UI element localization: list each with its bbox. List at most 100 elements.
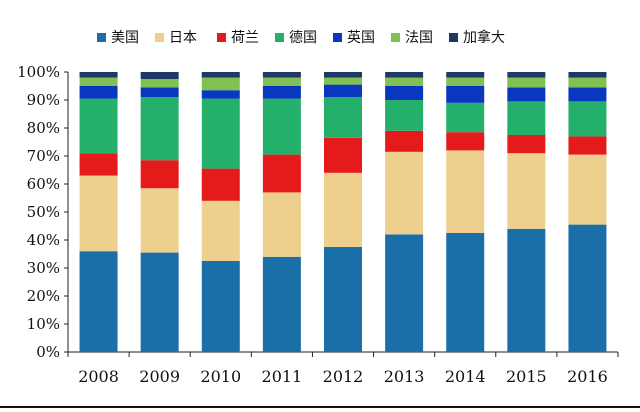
bar-segment-英国-2011 — [262, 86, 301, 99]
legend-item: 英国 — [333, 26, 375, 48]
bar-segment-加拿大-2013 — [385, 72, 424, 78]
bar-segment-日本-2008 — [79, 175, 118, 252]
bar-segment-荷兰-2010 — [201, 168, 240, 201]
bar-segment-德国-2008 — [79, 98, 118, 154]
bar-segment-法国-2009 — [140, 79, 179, 88]
bar-segment-德国-2016 — [568, 101, 607, 137]
bar-segment-德国-2011 — [262, 98, 301, 155]
bar-segment-法国-2014 — [446, 77, 485, 86]
y-tick-label: 70% — [27, 147, 60, 165]
bar-segment-德国-2012 — [324, 97, 362, 138]
legend-label: 德国 — [289, 30, 317, 46]
legend-item: 加拿大 — [449, 26, 505, 48]
legend-item: 美国 — [97, 26, 139, 48]
bar-segment-加拿大-2012 — [324, 72, 362, 78]
bar-segment-美国-2008 — [79, 251, 118, 352]
bar-segment-荷兰-2015 — [507, 135, 546, 154]
bar-segment-美国-2011 — [262, 256, 301, 352]
x-tick-label: 2010 — [200, 367, 241, 386]
y-tick-label: 40% — [27, 231, 60, 249]
x-tick-label: 2013 — [384, 367, 425, 386]
bar-segment-美国-2012 — [324, 247, 362, 352]
legend-swatch — [333, 32, 342, 42]
bar-segment-英国-2009 — [140, 87, 179, 98]
bar-segment-日本-2016 — [568, 154, 607, 225]
bar-segment-加拿大-2010 — [201, 72, 240, 78]
bar-segment-荷兰-2008 — [79, 153, 118, 176]
bar-segment-法国-2013 — [385, 77, 424, 86]
legend-label: 英国 — [347, 30, 375, 46]
bar-segment-日本-2011 — [262, 192, 301, 257]
bar-segment-加拿大-2011 — [262, 72, 301, 78]
legend-swatch — [275, 32, 284, 42]
legend-swatch — [217, 32, 226, 42]
legend: 美国 日本 荷兰 德国 英国 法国 加拿大 — [0, 26, 640, 48]
bar-segment-加拿大-2014 — [446, 72, 485, 78]
bar-segment-荷兰-2011 — [262, 154, 301, 193]
bar-segment-英国-2008 — [79, 86, 118, 99]
x-tick-label: 2011 — [262, 367, 303, 386]
bar-segment-法国-2015 — [507, 77, 546, 88]
bar-segment-法国-2010 — [201, 77, 240, 91]
bar-segment-日本-2015 — [507, 153, 546, 229]
bar-segment-荷兰-2013 — [385, 130, 424, 152]
bar-segment-荷兰-2009 — [140, 160, 179, 189]
bar-segment-英国-2010 — [201, 90, 240, 99]
x-tick-label: 2009 — [139, 367, 180, 386]
bar-segment-德国-2009 — [140, 97, 179, 161]
bar-segment-加拿大-2009 — [140, 72, 179, 79]
bar-segment-美国-2014 — [446, 233, 485, 352]
legend-swatch — [391, 32, 400, 42]
legend-label: 日本 — [169, 30, 197, 46]
bar-segment-日本-2009 — [140, 188, 179, 253]
bar-segment-英国-2013 — [385, 86, 424, 100]
y-tick-label: 60% — [27, 175, 60, 193]
bar-segment-美国-2015 — [507, 228, 546, 352]
legend-item: 德国 — [275, 26, 317, 48]
y-tick-label: 80% — [27, 119, 60, 137]
legend-swatch — [97, 32, 106, 42]
legend-label: 加拿大 — [463, 30, 505, 46]
y-tick-label: 0% — [36, 343, 60, 361]
bar-segment-加拿大-2015 — [507, 72, 546, 78]
bar-segment-日本-2013 — [385, 151, 424, 235]
bar-segment-荷兰-2014 — [446, 132, 485, 151]
x-tick-label: 2016 — [567, 367, 608, 386]
bar-segment-德国-2014 — [446, 102, 485, 133]
bar-segment-德国-2015 — [507, 101, 546, 135]
bar-segment-荷兰-2012 — [324, 137, 362, 173]
bar-segment-加拿大-2016 — [568, 72, 607, 78]
bar-segment-德国-2013 — [385, 100, 424, 131]
x-tick-label: 2012 — [323, 367, 364, 386]
y-tick-label: 20% — [27, 287, 60, 305]
bar-segment-英国-2015 — [507, 87, 546, 102]
y-tick-label: 10% — [27, 315, 60, 333]
bar-segment-法国-2012 — [324, 77, 362, 85]
y-tick-label: 30% — [27, 259, 60, 277]
legend-label: 法国 — [405, 30, 433, 46]
y-tick-label: 90% — [27, 91, 60, 109]
legend-label: 荷兰 — [231, 30, 259, 46]
legend-swatch — [155, 32, 164, 42]
bar-segment-美国-2010 — [201, 261, 240, 352]
bar-segment-德国-2010 — [201, 98, 240, 169]
bar-segment-英国-2012 — [324, 84, 362, 98]
bar-segment-法国-2011 — [262, 77, 301, 86]
bar-segment-法国-2008 — [79, 77, 118, 86]
bar-segment-日本-2010 — [201, 200, 240, 261]
bar-segment-美国-2013 — [385, 234, 424, 352]
legend-item: 荷兰 — [217, 26, 259, 48]
legend-item: 日本 — [155, 26, 197, 48]
bar-segment-日本-2012 — [324, 172, 362, 247]
x-tick-label: 2015 — [506, 367, 547, 386]
y-tick-label: 50% — [27, 203, 60, 221]
legend-swatch — [449, 32, 458, 42]
x-tick-label: 2014 — [445, 367, 486, 386]
bottom-rule — [0, 406, 640, 408]
legend-item: 法国 — [391, 26, 433, 48]
legend-label: 美国 — [111, 30, 139, 46]
bar-segment-英国-2014 — [446, 86, 485, 103]
x-tick-label: 2008 — [78, 367, 119, 386]
bar-segment-法国-2016 — [568, 77, 607, 88]
